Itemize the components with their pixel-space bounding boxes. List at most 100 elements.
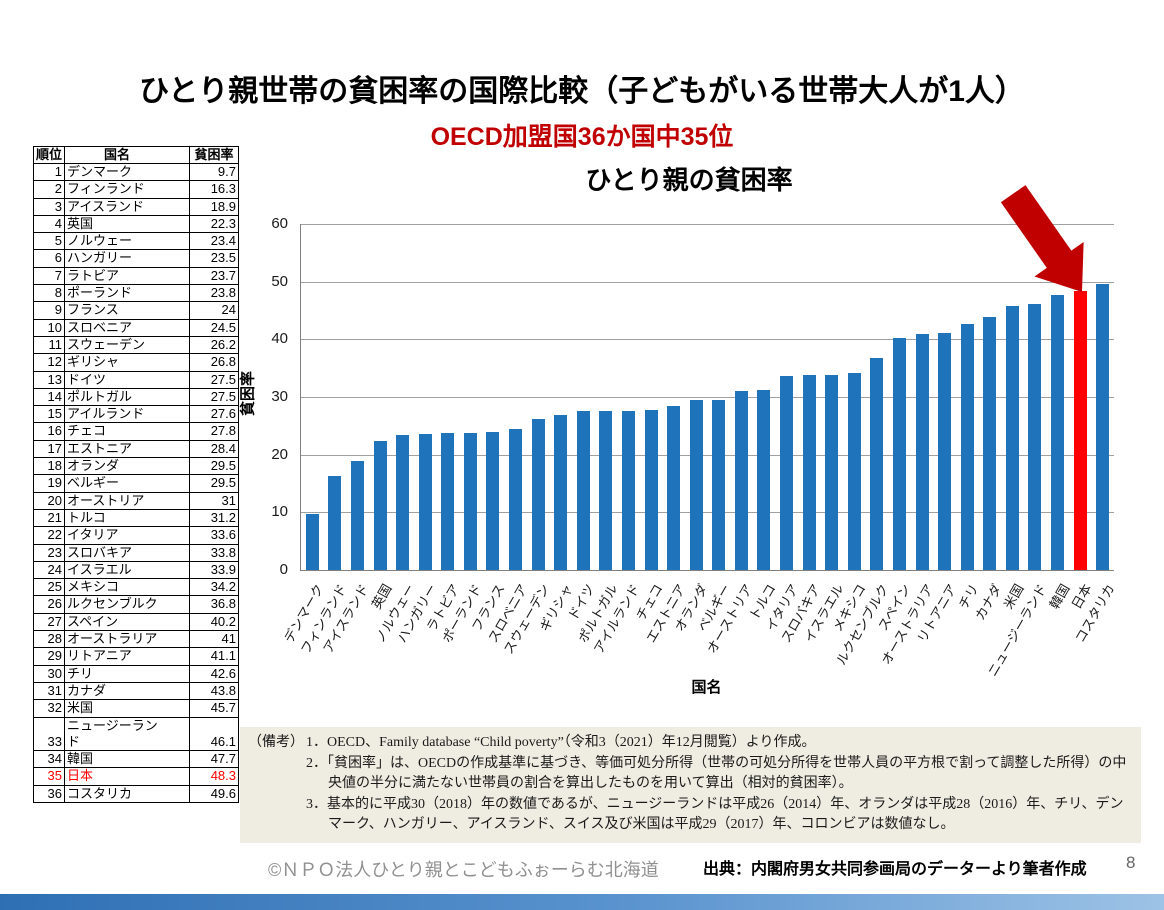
country-cell: スロベニア bbox=[64, 318, 190, 337]
bar-エストニア bbox=[667, 406, 681, 570]
rate-cell: 27.6 bbox=[189, 405, 239, 424]
note-item: 2．「貧困率」は、OECDの作成基準に基づき、等価可処分所得（世帯の可処分所得を… bbox=[306, 755, 1127, 792]
rate-cell: 24 bbox=[189, 301, 239, 320]
bar-韓国 bbox=[1051, 294, 1065, 570]
country-cell: ドイツ bbox=[64, 370, 190, 389]
y-tick-label: 40 bbox=[271, 330, 288, 348]
rate-cell: 42.6 bbox=[189, 664, 239, 683]
table-row: 35 日本 48.3 bbox=[33, 767, 239, 786]
rate-cell: 40.2 bbox=[189, 612, 239, 632]
bar-ポーランド bbox=[463, 432, 477, 570]
rate-cell: 29.5 bbox=[189, 457, 239, 476]
bar-リトアニア bbox=[938, 333, 952, 570]
rate-cell: 18.9 bbox=[189, 197, 239, 216]
gridline bbox=[301, 281, 1114, 283]
table-row: 10 スロベニア 24.5 bbox=[33, 318, 239, 337]
rank-cell: 16 bbox=[33, 422, 65, 441]
table-row: 2 フィンランド 16.3 bbox=[33, 180, 239, 199]
rank-cell: 30 bbox=[33, 664, 65, 683]
bar-フィンランド bbox=[328, 476, 342, 570]
country-cell: スウェーデン bbox=[64, 335, 190, 355]
rank-cell: 33 bbox=[33, 716, 65, 752]
bar-ポルトガル bbox=[599, 411, 613, 570]
gridline bbox=[301, 512, 1114, 514]
table-row: 12 ギリシャ 26.8 bbox=[33, 353, 239, 372]
table-row: 17 エストニア 28.4 bbox=[33, 439, 239, 459]
rate-cell: 27.8 bbox=[189, 422, 239, 441]
rate-cell: 34.2 bbox=[189, 578, 239, 597]
table-row: 30 チリ 42.6 bbox=[33, 664, 239, 683]
rank-cell: 20 bbox=[33, 491, 65, 510]
table-row: 11 スウェーデン 26.2 bbox=[33, 335, 239, 355]
notes-items: 1．OECD、Family database “Child poverty”（令… bbox=[306, 733, 1133, 836]
bar-フランス bbox=[486, 431, 500, 570]
table-row: 26 ルクセンブルク 36.8 bbox=[33, 595, 239, 614]
page-title: ひとり親世帯の貧困率の国際比較（子どもがいる世帯大人が1人） bbox=[139, 75, 1025, 108]
rank-cell: 36 bbox=[33, 784, 65, 803]
country-cell: カナダ bbox=[64, 681, 190, 701]
y-tick-label: 20 bbox=[271, 445, 288, 463]
y-tick-label: 10 bbox=[271, 503, 288, 521]
bar-ドイツ bbox=[576, 411, 590, 570]
country-cell: チリ bbox=[64, 664, 190, 683]
y-tick-label: 30 bbox=[271, 388, 288, 405]
rate-cell: 26.8 bbox=[189, 353, 239, 372]
bottom-accent-bar bbox=[0, 894, 1164, 910]
bar-メキシコ bbox=[847, 372, 861, 570]
rank-cell: 13 bbox=[33, 370, 65, 389]
country-cell: イスラエル bbox=[64, 560, 190, 580]
table-header-row: 順位 国名 貧困率 bbox=[33, 146, 239, 164]
bar-イタリア bbox=[780, 376, 794, 570]
y-tick-label: 0 bbox=[279, 561, 288, 578]
bar-ベルギー bbox=[712, 399, 726, 570]
rank-cell: 25 bbox=[33, 578, 65, 597]
gridline bbox=[301, 454, 1114, 456]
bar-チェコ bbox=[644, 409, 658, 570]
x-axis-labels: デンマーク フィンランド アイスランド 英国 ノルウェー ハンガリー ラトビア ポーランド フラ… bbox=[281, 576, 1117, 691]
bar-米国 bbox=[1005, 306, 1019, 570]
table-row: 31 カナダ 43.8 bbox=[33, 681, 239, 701]
bar-スペイン bbox=[892, 338, 906, 570]
table-row: 28 オーストラリア 41 bbox=[33, 630, 239, 649]
country-cell: 米国 bbox=[64, 699, 190, 718]
rate-cell: 33.9 bbox=[189, 560, 239, 580]
table-row: 25 メキシコ 34.2 bbox=[33, 578, 239, 597]
footer-source: 出典：内閣府男女共同参画局のデーターより筆者作成 bbox=[703, 861, 1087, 878]
table-row: 36 コスタリカ 49.6 bbox=[33, 784, 239, 803]
table-row: 20 オーストリア 31 bbox=[33, 491, 239, 510]
rank-cell: 18 bbox=[33, 457, 65, 476]
bar-英国 bbox=[373, 441, 387, 570]
country-cell: アイスランド bbox=[64, 197, 190, 216]
rate-cell: 31.2 bbox=[189, 508, 239, 528]
rate-cell: 45.7 bbox=[189, 699, 239, 718]
y-tick-label: 60 bbox=[271, 215, 288, 232]
country-cell: ハンガリー bbox=[64, 249, 190, 268]
x-axis-title: 国名 bbox=[691, 679, 722, 696]
rate-cell: 28.4 bbox=[189, 439, 239, 459]
rate-cell: 24.5 bbox=[189, 318, 239, 337]
bar-ラトビア bbox=[441, 433, 455, 570]
rank-cell: 26 bbox=[33, 595, 65, 614]
bar-ニュージーランド bbox=[1028, 304, 1042, 570]
rank-cell: 35 bbox=[33, 767, 65, 786]
bar-イスラエル bbox=[825, 374, 839, 570]
rate-cell: 49.6 bbox=[189, 784, 239, 803]
rate-cell: 33.8 bbox=[189, 543, 239, 562]
table-row: 27 スペイン 40.2 bbox=[33, 612, 239, 632]
table-row: 3 アイスランド 18.9 bbox=[33, 197, 239, 216]
rate-cell: 48.3 bbox=[189, 767, 239, 786]
ranking-table: 順位 国名 貧困率 1 デンマーク 9.7 2 フィンランド 16.3 3 アイスランド 18.… bbox=[33, 146, 239, 803]
rate-cell: 23.5 bbox=[189, 249, 239, 268]
page-number: 8 bbox=[1126, 853, 1136, 872]
chart-title: ひとり親の貧困率 bbox=[585, 165, 793, 195]
country-cell: エストニア bbox=[64, 439, 190, 459]
rank-cell: 28 bbox=[33, 630, 65, 649]
country-cell: スペイン bbox=[64, 612, 190, 632]
bar-アイルランド bbox=[621, 410, 635, 570]
bar-スロバキア bbox=[802, 375, 816, 570]
note-item: 3．基本的に平成30（2018）年の数値であるが、ニュージーランドは平成26（2… bbox=[306, 796, 1124, 833]
table-row: 5 ノルウェー 23.4 bbox=[33, 232, 239, 251]
country-cell: コスタリカ bbox=[64, 784, 190, 803]
country-cell: ポルトガル bbox=[64, 387, 190, 407]
